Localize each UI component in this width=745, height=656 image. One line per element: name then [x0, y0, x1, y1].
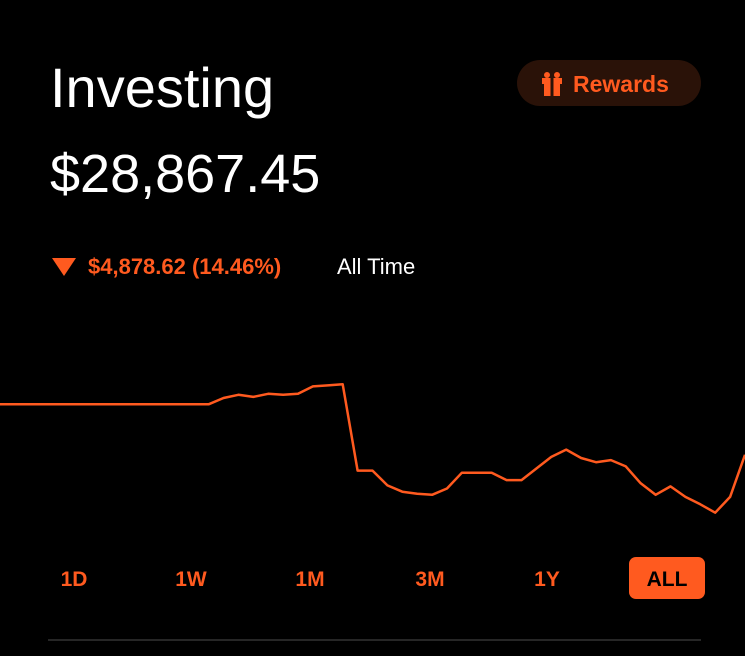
rewards-label[interactable]: Rewards: [573, 71, 669, 97]
down-arrow: [52, 258, 76, 276]
range-button[interactable]: 1Y: [534, 568, 560, 591]
range-label[interactable]: 1D: [61, 568, 88, 591]
range-button[interactable]: 1M: [295, 568, 324, 591]
change-period: All Time: [337, 254, 415, 279]
range-label[interactable]: 1M: [295, 568, 324, 591]
portfolio-value: $28,867.45: [50, 144, 320, 204]
range-button[interactable]: 1W: [175, 568, 207, 591]
rewards-pill[interactable]: [517, 60, 701, 106]
price-line: [0, 383, 745, 514]
gift-icon: [542, 72, 562, 96]
range-button[interactable]: 3M: [415, 568, 444, 591]
range-label[interactable]: 1W: [175, 568, 207, 591]
change-amount: $4,878.62 (14.46%): [88, 254, 281, 279]
range-button[interactable]: 1D: [61, 568, 88, 591]
rewards-button[interactable]: Rewards: [517, 60, 701, 106]
range-selected-bg: [629, 557, 705, 599]
range-button[interactable]: ALL: [629, 557, 705, 599]
range-label[interactable]: ALL: [647, 568, 688, 591]
page-title: Investing: [50, 56, 274, 119]
range-label[interactable]: 3M: [415, 568, 444, 591]
range-label[interactable]: 1Y: [534, 568, 560, 591]
